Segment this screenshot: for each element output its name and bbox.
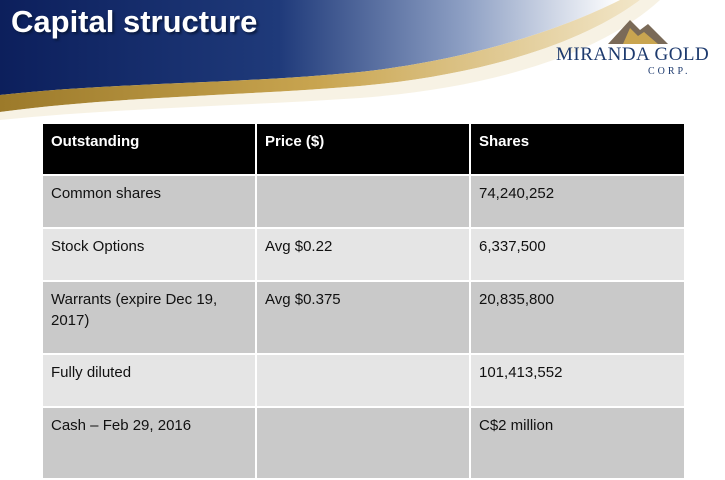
table-cell: 101,413,552 <box>469 353 686 408</box>
table-cell: Fully diluted <box>41 353 257 408</box>
table-cell: Avg $0.22 <box>255 227 471 282</box>
table-cell: C$2 million <box>469 406 686 480</box>
table-row: Fully diluted 101,413,552 <box>41 353 686 408</box>
table-cell <box>255 353 471 408</box>
logo-suffix: CORP. <box>648 66 691 77</box>
header-row: Outstanding Price ($) Shares <box>41 122 686 176</box>
table-cell: Stock Options <box>41 227 257 282</box>
column-header: Shares <box>469 122 686 176</box>
table-cell: 6,337,500 <box>469 227 686 282</box>
header-banner <box>0 0 660 120</box>
table-row: Warrants (expire Dec 19, 2017) Avg $0.375… <box>41 280 686 355</box>
logo-name: MIRANDA GOLD <box>556 44 710 65</box>
table-cell: 20,835,800 <box>469 280 686 355</box>
capital-table: Outstanding Price ($) Shares Common shares… <box>41 122 686 480</box>
column-header: Price ($) <box>255 122 471 176</box>
logo: MIRANDA GOLD CORP. <box>548 14 718 84</box>
column-header: Outstanding <box>41 122 257 176</box>
table-cell: Avg $0.375 <box>255 280 471 355</box>
table-row: Stock Options Avg $0.22 6,337,500 <box>41 227 686 282</box>
table-cell: Warrants (expire Dec 19, 2017) <box>41 280 257 355</box>
table-cell <box>255 406 471 480</box>
table-row: Cash – Feb 29, 2016 C$2 million <box>41 406 686 480</box>
slide-title: Capital structure <box>11 4 258 39</box>
table-cell <box>255 174 471 229</box>
table-row: Common shares 74,240,252 <box>41 174 686 229</box>
table-cell: 74,240,252 <box>469 174 686 229</box>
table-cell: Common shares <box>41 174 257 229</box>
logo-mountains <box>608 20 668 44</box>
table-cell: Cash – Feb 29, 2016 <box>41 406 257 480</box>
